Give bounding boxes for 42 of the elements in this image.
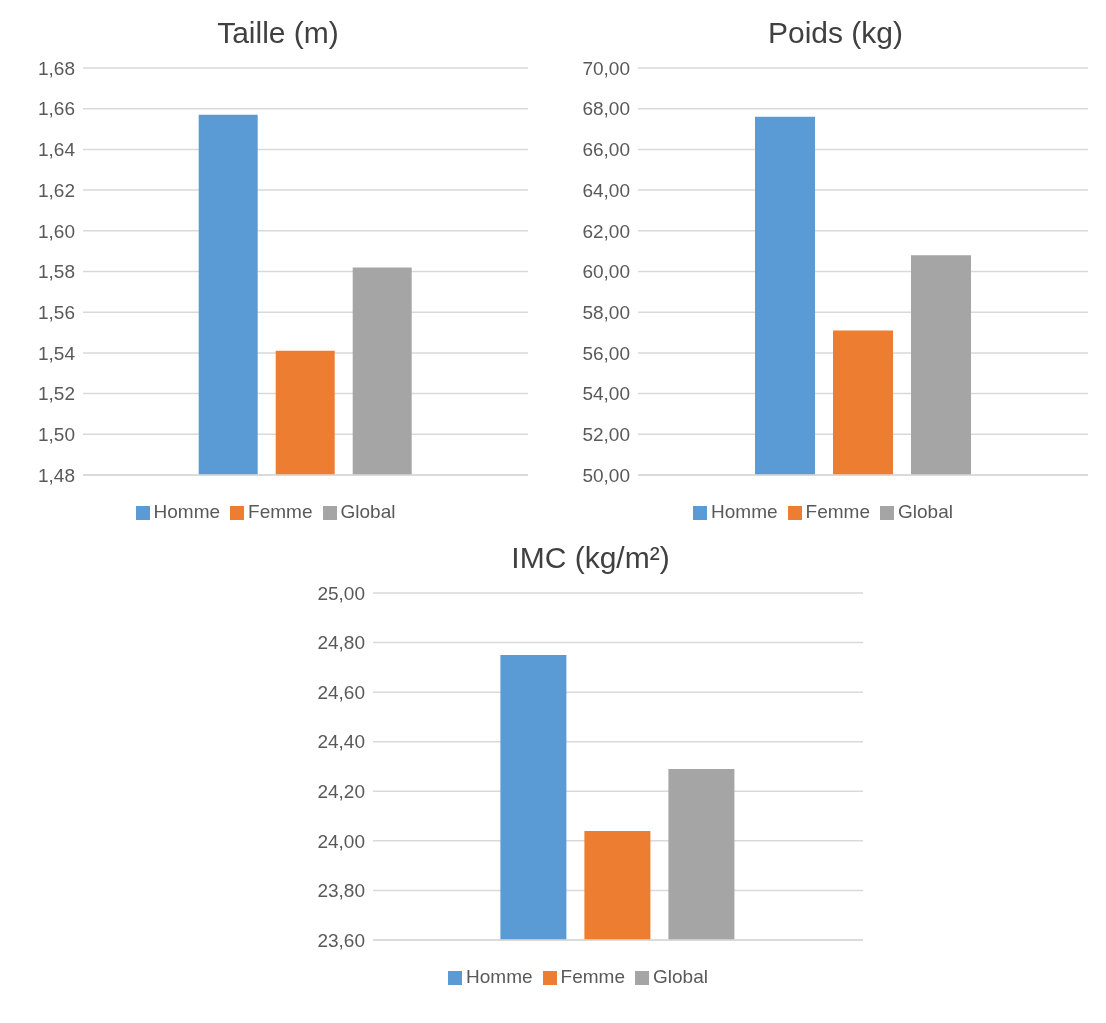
chart-title: Poids (kg) [766,15,904,51]
y-tick-label: 1,64 [38,139,76,161]
y-tick-label: 1,62 [38,179,75,201]
chart-title: IMC (kg/m²) [510,540,671,576]
y-tick-label: 1,66 [38,98,75,120]
y-tick-label: 23,60 [317,929,365,951]
legend-label: Femme [560,966,625,987]
y-tick-label: 70,00 [582,57,630,79]
y-tick-label: 58,00 [582,301,630,323]
y-tick-label: 68,00 [582,98,630,120]
y-tick-label: 1,58 [38,261,75,283]
y-tick-label: 1,68 [38,57,75,79]
legend-label: Femme [805,501,870,522]
y-tick-label: 1,60 [38,220,75,242]
y-tick-label: 52,00 [582,424,630,446]
y-tick-label: 1,50 [38,424,75,446]
legend-label: Homme [466,966,533,987]
chart-title: Taille (m) [216,15,340,51]
legend-label: Femme [248,501,313,522]
legend-label: Global [653,966,708,987]
legend-label: Homme [711,501,778,522]
y-tick-label: 25,00 [317,582,365,604]
y-tick-label: 23,80 [317,880,365,902]
y-tick-label: 66,00 [582,139,630,161]
y-tick-label: 24,80 [317,632,365,654]
y-tick-label: 24,60 [317,681,365,703]
y-tick-label: 56,00 [582,342,630,364]
legend-label: Homme [153,501,221,522]
y-tick-label: 24,00 [317,830,365,852]
y-tick-label: 24,40 [317,731,365,753]
y-tick-label: 60,00 [582,261,630,283]
y-tick-label: 62,00 [582,220,630,242]
y-tick-label: 54,00 [582,383,630,405]
y-tick-label: 1,56 [38,301,75,323]
y-tick-label: 1,54 [38,342,76,364]
legend-label: Global [340,501,396,522]
y-tick-label: 24,20 [317,781,365,803]
legend-label: Global [898,501,953,522]
y-tick-label: 1,48 [38,464,75,486]
y-tick-label: 1,52 [38,383,75,405]
y-tick-label: 64,00 [582,179,630,201]
y-tick-label: 50,00 [582,464,630,486]
